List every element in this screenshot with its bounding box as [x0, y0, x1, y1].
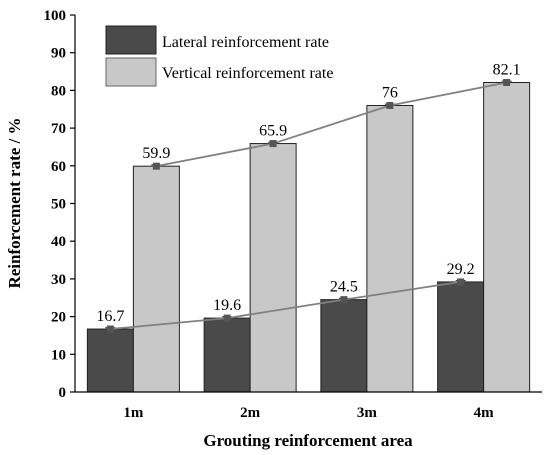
legend-swatch-lateral [105, 25, 157, 55]
trend-marker [503, 78, 511, 86]
bar-vertical-4m [483, 81, 531, 393]
trend-marker [106, 325, 114, 333]
x-tick-label: 1m [123, 405, 144, 421]
y-tick-label: 40 [51, 234, 66, 250]
y-axis-title: Reinforcement rate / % [5, 117, 24, 288]
y-tick-label: 70 [51, 121, 66, 137]
data-label: 65.9 [259, 123, 287, 140]
bar-vertical-3m [366, 104, 414, 393]
y-tick-label: 30 [51, 272, 66, 288]
trend-marker [340, 296, 348, 304]
trend-marker [386, 101, 394, 109]
y-tick-label: 10 [51, 347, 66, 363]
y-tick-label: 90 [51, 46, 66, 62]
y-tick-label: 80 [51, 83, 66, 99]
trend-marker [269, 140, 277, 148]
data-labels-layer: 16.7 59.9 19.6 65.9 24.5 76 29.2 82.1 [96, 61, 520, 325]
data-label: 16.7 [96, 308, 124, 325]
data-label: 29.2 [447, 261, 475, 278]
trend-line-lateral [110, 281, 461, 330]
y-tick-label: 20 [51, 310, 66, 326]
data-label: 82.1 [493, 61, 521, 78]
legend-label-vertical: Vertical reinforcement rate [162, 65, 333, 82]
bar-lateral-4m [437, 281, 485, 393]
trend-marker [457, 278, 465, 286]
bars-layer [86, 81, 531, 393]
x-tick-label: 4m [474, 405, 495, 421]
x-tick-label: 2m [240, 405, 261, 421]
trend-marker [223, 314, 231, 322]
y-tick-label: 100 [44, 8, 67, 24]
trend-line-vertical [156, 81, 507, 168]
data-label: 59.9 [142, 145, 170, 162]
y-tick-label: 60 [51, 159, 66, 175]
data-label: 19.6 [213, 297, 241, 314]
bar-vertical-2m [249, 143, 297, 393]
legend-swatch-vertical [105, 57, 157, 87]
x-axis-title: Grouting reinforcement area [203, 431, 413, 450]
legend: Lateral reinforcement rate Vertical rein… [105, 25, 333, 87]
data-label: 24.5 [330, 279, 358, 296]
ticks-layer: 0 10 20 30 40 50 60 70 80 90 100 1m 2m 3m 4m [44, 8, 495, 421]
legend-label-lateral: Lateral reinforcement rate [162, 34, 329, 51]
bar-lateral-1m [86, 328, 134, 393]
data-label: 76 [382, 84, 398, 101]
bar-lateral-2m [203, 317, 251, 393]
y-tick-label: 0 [59, 385, 67, 401]
trend-marker [152, 162, 160, 170]
trend-lines-layer [105, 78, 512, 333]
bar-vertical-1m [132, 165, 180, 393]
y-tick-label: 50 [51, 197, 66, 213]
x-tick-label: 3m [357, 405, 378, 421]
bar-lateral-3m [320, 299, 368, 393]
